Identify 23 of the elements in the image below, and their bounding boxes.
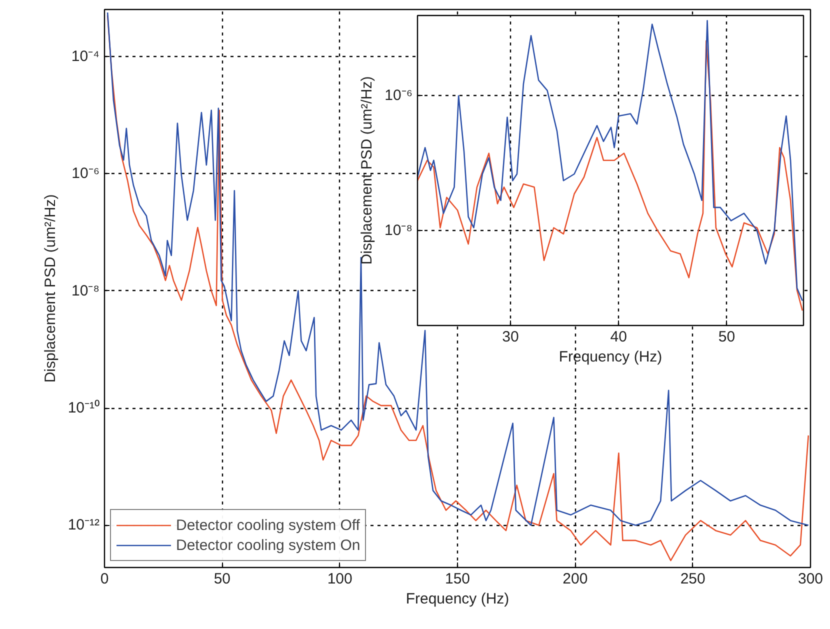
x-tick-label: 50 xyxy=(718,328,736,346)
y-tick-label: 10⁻⁸ xyxy=(71,282,100,300)
x-tick-label: 30 xyxy=(502,328,519,346)
x-tick-label: 40 xyxy=(610,328,627,346)
y-tick-label: 10⁻⁴ xyxy=(71,48,100,65)
y-tick-label: 10⁻⁶ xyxy=(72,165,100,182)
y-tick-label: 10⁻¹⁰ xyxy=(68,400,100,417)
y-tick-label: 10⁻⁸ xyxy=(384,222,413,240)
x-tick-label: 100 xyxy=(327,570,352,588)
x-tick-label: 150 xyxy=(444,570,470,588)
x-axis-title: Frequency (Hz) xyxy=(406,590,510,608)
y-tick-label: 10⁻¹² xyxy=(68,516,100,534)
x-tick-label: 50 xyxy=(214,570,231,588)
x-axis-title: Frequency (Hz) xyxy=(558,348,662,366)
legend-label: Detector cooling system On xyxy=(176,536,360,554)
x-tick-label: 300 xyxy=(798,570,824,588)
x-tick-label: 200 xyxy=(562,570,588,588)
legend-label: Detector cooling system Off xyxy=(176,516,360,534)
y-axis-title: Displacement PSD (um²/Hz) xyxy=(42,194,59,383)
x-tick-label: 0 xyxy=(100,570,109,588)
x-tick-label: 250 xyxy=(680,570,706,588)
y-axis-title: Displacement PSD (um²/Hz) xyxy=(358,76,376,265)
y-tick-label: 10⁻⁶ xyxy=(384,87,412,104)
